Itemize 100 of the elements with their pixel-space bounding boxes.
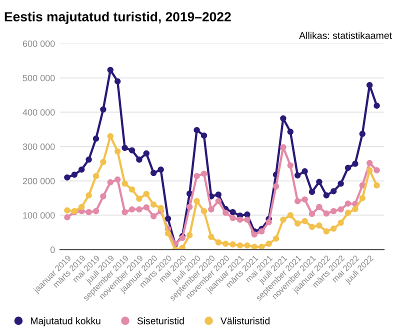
point: [316, 178, 322, 186]
point: [302, 196, 308, 203]
point: [230, 241, 236, 248]
point: [158, 166, 164, 173]
point: [78, 166, 85, 173]
point: [258, 228, 265, 234]
point: [330, 208, 337, 214]
point: [143, 204, 150, 210]
point: [215, 239, 222, 246]
point: [136, 156, 142, 163]
point: [323, 210, 330, 217]
point: [92, 172, 100, 180]
point: [100, 106, 106, 113]
point: [287, 128, 294, 135]
point: [338, 206, 344, 213]
point: [150, 213, 157, 220]
point: [359, 182, 366, 188]
point: [158, 204, 164, 212]
point: [244, 216, 250, 223]
point: [136, 206, 142, 213]
point: [86, 156, 92, 163]
y-tick-label: 400 000: [22, 109, 55, 116]
point: [266, 240, 272, 247]
point: [294, 220, 301, 227]
point: [359, 194, 366, 202]
point: [308, 224, 316, 230]
point: [150, 201, 157, 208]
point: [186, 232, 193, 238]
legend-label: Siseturistid: [137, 317, 184, 324]
point: [308, 188, 316, 196]
point: [222, 210, 229, 216]
point: [294, 172, 301, 179]
point: [186, 190, 193, 197]
point: [64, 207, 70, 214]
point: [128, 206, 136, 213]
point: [150, 170, 157, 176]
point: [366, 167, 373, 174]
point: [258, 244, 265, 250]
y-tick-label: 0: [50, 246, 55, 253]
legend-label: Välisturistid: [220, 317, 270, 324]
point: [128, 186, 136, 193]
point: [359, 130, 366, 137]
point: [222, 240, 229, 247]
point: [374, 182, 380, 188]
point: [143, 190, 150, 198]
point: [122, 144, 128, 152]
point: [374, 102, 380, 109]
point: [287, 162, 294, 169]
point: [251, 244, 258, 250]
point: [86, 209, 92, 216]
point: [280, 216, 286, 223]
point: [366, 160, 373, 166]
point: [302, 168, 308, 174]
point: [272, 235, 280, 242]
legend-label: Majutatud kokku: [30, 317, 100, 326]
text: Allikas: statistikaamet: [299, 32, 392, 39]
point: [316, 204, 322, 210]
point: [128, 147, 136, 154]
point: [272, 183, 280, 190]
point: [114, 176, 121, 183]
point: [194, 172, 200, 180]
point: [330, 226, 337, 232]
point: [92, 136, 100, 142]
point: [236, 242, 244, 249]
point: [64, 174, 70, 181]
y-tick-label: 600 000: [22, 40, 55, 47]
point: [200, 170, 208, 177]
point: [244, 211, 250, 218]
point: [200, 132, 208, 139]
point: [266, 218, 272, 226]
point: [71, 172, 78, 178]
point: [330, 188, 337, 194]
point: [143, 150, 150, 157]
point: [215, 198, 222, 204]
point: [100, 193, 106, 200]
point: [194, 198, 200, 204]
y-tick-label: 500 000: [22, 74, 55, 82]
point: [308, 210, 316, 217]
point: [215, 192, 222, 198]
point: [122, 180, 128, 187]
point: [344, 164, 352, 171]
point: [208, 206, 214, 213]
point: [230, 209, 236, 216]
chart-title: Eestis majutatud turistid, 2019–2022: [4, 12, 231, 24]
point: [294, 198, 301, 204]
point: [114, 78, 121, 84]
point: [352, 206, 358, 212]
point: [287, 212, 294, 218]
point: [114, 148, 121, 154]
point: [107, 133, 114, 140]
point: [100, 158, 106, 166]
point: [164, 230, 172, 237]
point: [302, 218, 308, 224]
point: [366, 82, 373, 88]
point: [338, 220, 344, 226]
point: [200, 208, 208, 214]
point: [107, 179, 114, 186]
point: [186, 204, 193, 210]
y-tick-label: 100 000: [23, 212, 55, 219]
point: [344, 200, 352, 207]
